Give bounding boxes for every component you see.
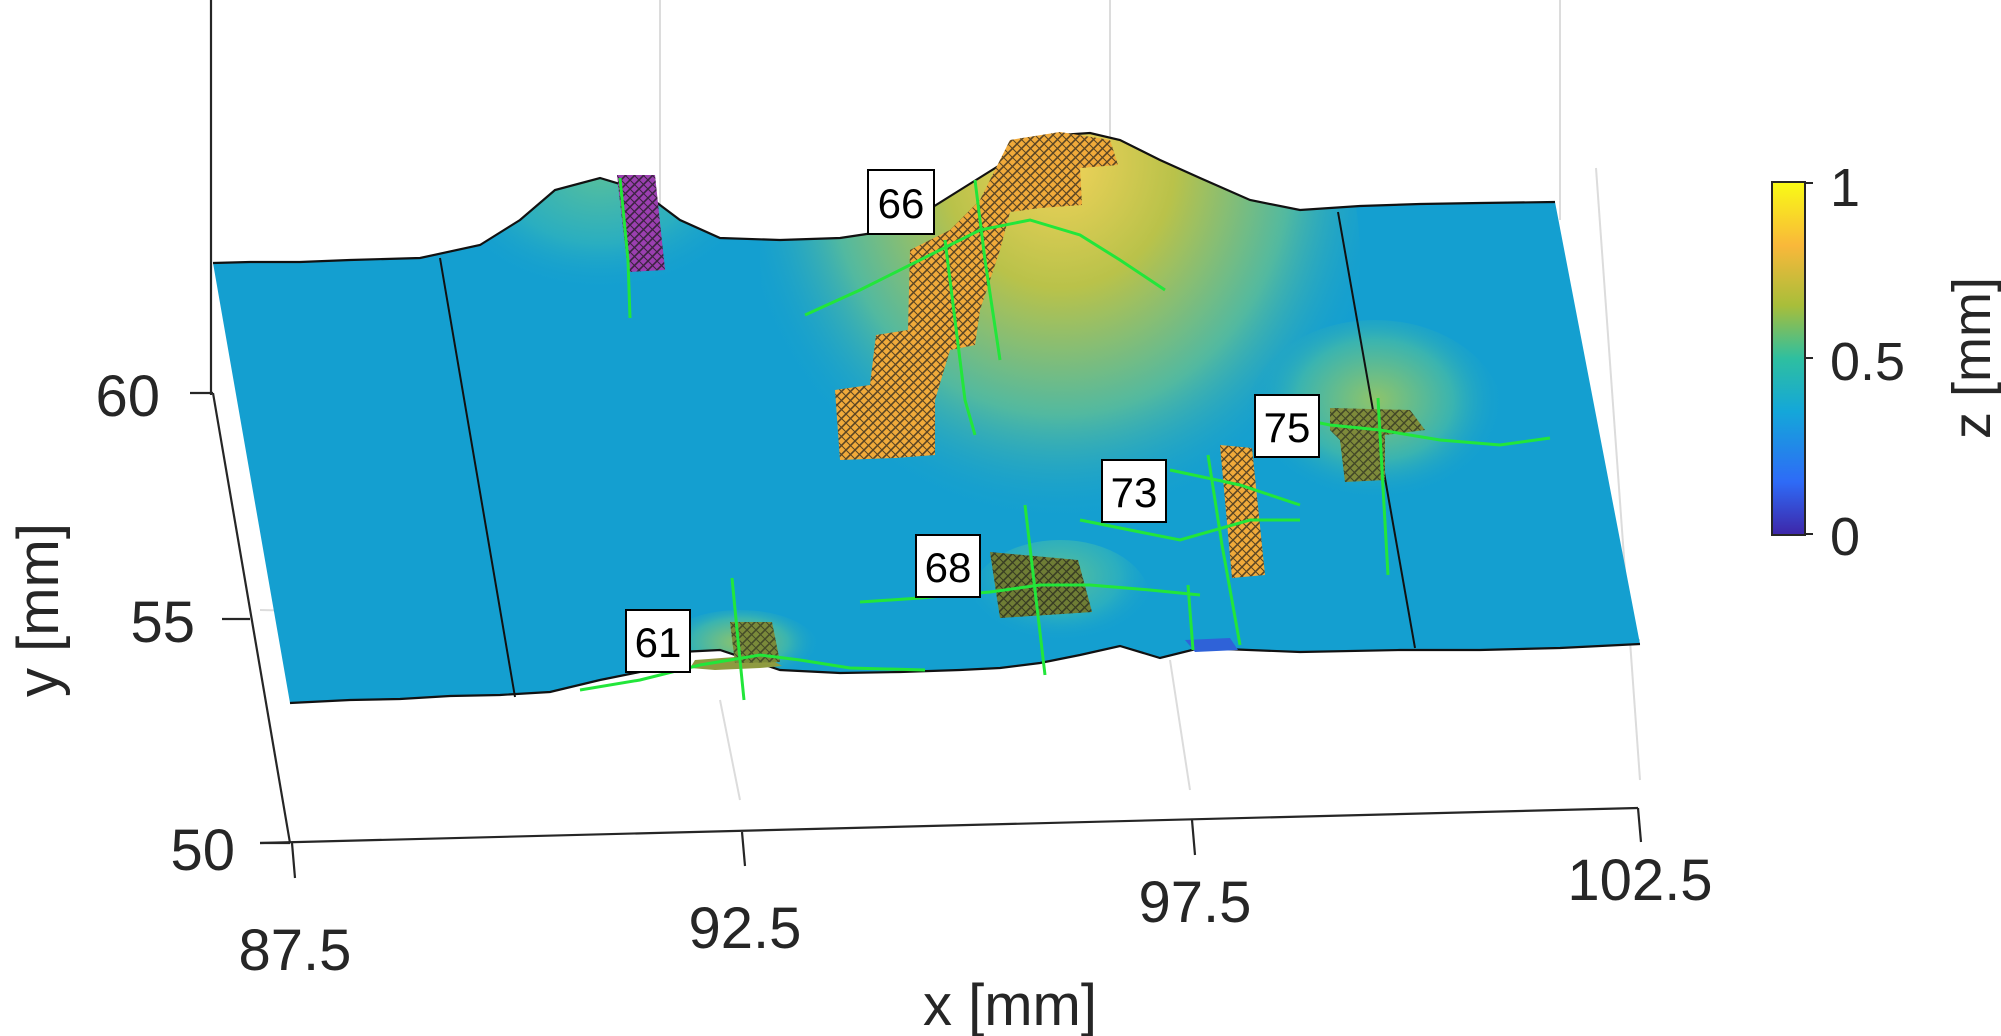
y-axis-label: y [mm] [6,523,71,697]
annotation-box [625,609,691,673]
centerline [943,239,977,436]
centerline [1079,518,1300,542]
region-patch-blue [1185,638,1238,652]
centerline [1304,418,1551,447]
annotations: 66 75 73 68 61 [625,169,1320,673]
centerline [730,577,746,701]
colorbar-scale [1771,181,1806,536]
annotation-box [1101,459,1167,523]
region-patch-orange [835,132,1118,460]
annotation-label: 61 [635,619,682,666]
colorbar-tick-label: 0 [1830,507,1860,567]
detected-regions [617,132,1425,670]
centerline [618,177,632,319]
surface-edge [289,642,1641,705]
centerline [1023,504,1047,676]
axes-box [209,0,1639,845]
centerline [1376,397,1390,576]
centerline [1186,584,1195,651]
surface-shading [450,133,750,325]
annotation-label: 66 [878,180,925,227]
annotation-box [915,534,981,598]
x-axis-label: x [mm] [923,973,1097,1036]
y-axis-ticks [190,391,290,845]
colorbar-tick-label: 0.5 [1830,332,1905,392]
y-tick-label: 55 [130,590,195,655]
x-tick-label: 87.5 [239,918,352,983]
x-tick-label: 102.5 [1567,848,1712,913]
x-axis-ticks [290,807,1643,879]
colorbar-tick-label: 1 [1830,158,1860,218]
x-tick-label: 92.5 [689,896,802,961]
region-patch-purple [617,175,665,272]
centerline [579,653,926,692]
centerlines [579,177,1551,701]
annotation-label: 75 [1264,404,1311,451]
region-patch-orange [1220,445,1265,578]
section-line [439,257,516,698]
centerline [804,218,1166,317]
region-patch-olive [730,622,780,663]
centerline [1206,454,1242,646]
colorbar-label: z [mm] [1942,277,2001,439]
centerline [1169,468,1301,507]
annotation-box [867,169,935,235]
y-tick-label: 60 [95,364,160,429]
x-tick-label: 97.5 [1139,870,1252,935]
y-tick-label: 50 [170,818,235,883]
centerline [973,179,1002,361]
annotation-label: 73 [1111,469,1158,516]
annotation-box [1254,394,1320,458]
colorbar: 1 0.5 0 z [mm] [1771,158,2001,567]
annotation-label: 68 [925,544,972,591]
